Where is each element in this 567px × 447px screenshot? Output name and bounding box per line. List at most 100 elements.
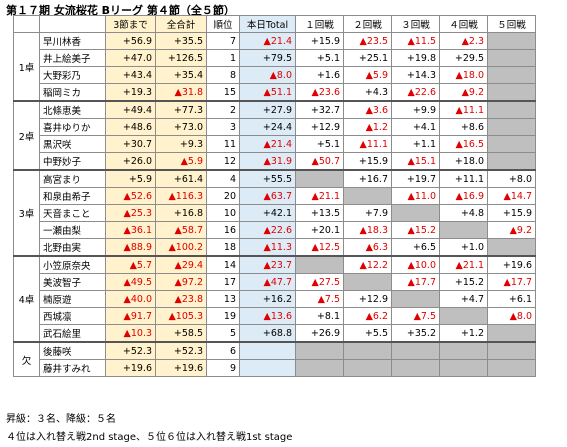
game-score: +11.1 bbox=[439, 169, 488, 188]
score-today-total: ▲13.6 bbox=[239, 307, 296, 325]
player-name: 高宮まり bbox=[39, 169, 106, 188]
header-cell: ５回戦 bbox=[487, 15, 536, 33]
score-grand-total: ▲105.3 bbox=[155, 307, 207, 325]
game-score: +6.1 bbox=[487, 290, 536, 308]
score-today-total: +27.9 bbox=[239, 100, 296, 119]
score-today-total: ▲51.1 bbox=[239, 83, 296, 102]
rank-cell: 11 bbox=[206, 135, 240, 153]
table-row: 楠原遊 ▲40.0 ▲23.8 13 +16.2 ▲7.5 +12.9 +4.7 +6.1 bbox=[14, 290, 536, 308]
score-through-round3: ▲10.3 bbox=[105, 324, 156, 343]
game-score: +1.6 bbox=[295, 66, 344, 84]
game-score: ▲11.5 bbox=[391, 32, 440, 50]
rank-cell: 3 bbox=[206, 118, 240, 136]
score-grand-total: ▲23.8 bbox=[155, 290, 207, 308]
player-name: 後藤咲 bbox=[39, 341, 106, 360]
score-today-total: ▲63.7 bbox=[239, 187, 296, 205]
player-name: 武石絵里 bbox=[39, 324, 106, 343]
game-score: ▲14.7 bbox=[487, 187, 536, 205]
game-score-blank bbox=[487, 100, 536, 119]
table-row: 武石絵里 ▲10.3 +58.5 5 +68.8 +26.9 +5.5 +35.2 +1.2 bbox=[14, 324, 536, 343]
header-cell: 3節まで bbox=[105, 15, 156, 33]
score-grand-total: +61.4 bbox=[155, 169, 207, 188]
game-score: ▲18.0 bbox=[439, 66, 488, 84]
game-score-blank bbox=[487, 32, 536, 50]
table-row: 天音まこと ▲25.3 +16.8 10 +42.1 +13.5 +7.9 +4.8 +15.9 bbox=[14, 204, 536, 222]
game-score-blank bbox=[487, 49, 536, 67]
page-title: 第１７期 女流桜花 Bリーグ 第４節（全５節） bbox=[6, 4, 235, 17]
score-grand-total: +35.4 bbox=[155, 66, 207, 84]
score-today-total bbox=[239, 341, 296, 360]
game-score-blank bbox=[487, 359, 536, 377]
game-score: +16.7 bbox=[343, 169, 392, 188]
score-today-total: ▲21.4 bbox=[239, 32, 296, 50]
score-today-total: ▲21.4 bbox=[239, 135, 296, 153]
table-row: 一瀬由梨 ▲36.1 ▲58.7 16 ▲22.6 +20.1 ▲18.3 ▲15.2 ▲9.2 bbox=[14, 221, 536, 239]
score-today-total: +42.1 bbox=[239, 204, 296, 222]
game-score: ▲3.6 bbox=[343, 100, 392, 119]
game-score: +26.9 bbox=[295, 324, 344, 343]
game-score: +18.0 bbox=[439, 152, 488, 171]
game-score: ▲11.0 bbox=[391, 187, 440, 205]
game-score-blank bbox=[295, 359, 344, 377]
game-score: ▲10.0 bbox=[391, 255, 440, 274]
score-through-round3: ▲25.3 bbox=[105, 204, 156, 222]
rank-cell: 1 bbox=[206, 49, 240, 67]
table-group-label: 4卓 bbox=[13, 255, 40, 343]
game-score-blank bbox=[343, 341, 392, 360]
game-score: ▲7.5 bbox=[391, 307, 440, 325]
game-score: +15.2 bbox=[439, 273, 488, 291]
player-name: 北野由実 bbox=[39, 238, 106, 257]
game-score-blank bbox=[439, 341, 488, 360]
rank-cell: 10 bbox=[206, 204, 240, 222]
game-score: ▲12.5 bbox=[295, 238, 344, 257]
game-score: +14.3 bbox=[391, 66, 440, 84]
game-score: ▲50.7 bbox=[295, 152, 344, 171]
score-grand-total: ▲29.4 bbox=[155, 255, 207, 274]
score-through-round3: +52.3 bbox=[105, 341, 156, 360]
game-score: +15.9 bbox=[295, 32, 344, 50]
table-row: 3卓 高宮まり +5.9 +61.4 4 +55.5 +16.7 +19.7 +11.1 +8.0 bbox=[13, 169, 536, 257]
rank-cell: 15 bbox=[206, 83, 240, 102]
game-score: +15.9 bbox=[343, 152, 392, 171]
score-grand-total: +19.6 bbox=[155, 359, 207, 377]
footer-note-playoff: ４位は入れ替え戦2nd stage、５位６位は入れ替え戦1st stage bbox=[6, 432, 293, 443]
game-score-blank bbox=[391, 359, 440, 377]
score-grand-total: +35.5 bbox=[155, 32, 207, 50]
game-score: ▲12.2 bbox=[343, 255, 392, 274]
score-through-round3: +48.6 bbox=[105, 118, 156, 136]
table-row: 北野由実 ▲88.9 ▲100.2 18 ▲11.3 ▲12.5 ▲6.3 +6.5 +1.0 bbox=[14, 238, 536, 257]
game-score-blank bbox=[391, 341, 440, 360]
game-score: +1.1 bbox=[391, 135, 440, 153]
player-name: 小笠原奈央 bbox=[39, 255, 106, 274]
score-grand-total: ▲31.8 bbox=[155, 83, 207, 102]
game-score-blank bbox=[439, 221, 488, 239]
game-score: ▲15.2 bbox=[391, 221, 440, 239]
rank-cell: 2 bbox=[206, 100, 240, 119]
footer-note-promotion: 昇級：３名、降級：５名 bbox=[6, 414, 116, 425]
score-today-total: ▲23.7 bbox=[239, 255, 296, 274]
header-cell: ４回戦 bbox=[439, 15, 488, 33]
player-name: 中野妙子 bbox=[39, 152, 106, 171]
game-score-blank bbox=[487, 238, 536, 257]
game-score: +5.1 bbox=[295, 135, 344, 153]
header-cell: 順位 bbox=[206, 15, 240, 33]
rank-cell: 16 bbox=[206, 221, 240, 239]
score-through-round3: ▲40.0 bbox=[105, 290, 156, 308]
game-score: ▲17.7 bbox=[391, 273, 440, 291]
game-score: +4.1 bbox=[391, 118, 440, 136]
game-score: ▲16.9 bbox=[439, 187, 488, 205]
game-score: +8.0 bbox=[487, 169, 536, 188]
game-score-blank bbox=[487, 341, 536, 360]
table-row: 美波智子 ▲49.5 ▲97.2 17 ▲47.7 ▲27.5 ▲17.7 +15.2 ▲17.… bbox=[14, 273, 536, 291]
player-name: 楠原遊 bbox=[39, 290, 106, 308]
rank-cell: 8 bbox=[206, 66, 240, 84]
player-name: 井上絵美子 bbox=[39, 49, 106, 67]
game-score: +25.1 bbox=[343, 49, 392, 67]
header-cell: 全合計 bbox=[155, 15, 207, 33]
header-cell bbox=[39, 15, 106, 33]
table-row: 1卓 早川林香 +56.9 +35.5 7 ▲21.4 +15.9 ▲23.5 ▲11.5 ▲2.… bbox=[13, 32, 536, 102]
game-score: +20.1 bbox=[295, 221, 344, 239]
player-name: 和泉由希子 bbox=[39, 187, 106, 205]
header-cell: ３回戦 bbox=[391, 15, 440, 33]
game-score: +29.5 bbox=[439, 49, 488, 67]
